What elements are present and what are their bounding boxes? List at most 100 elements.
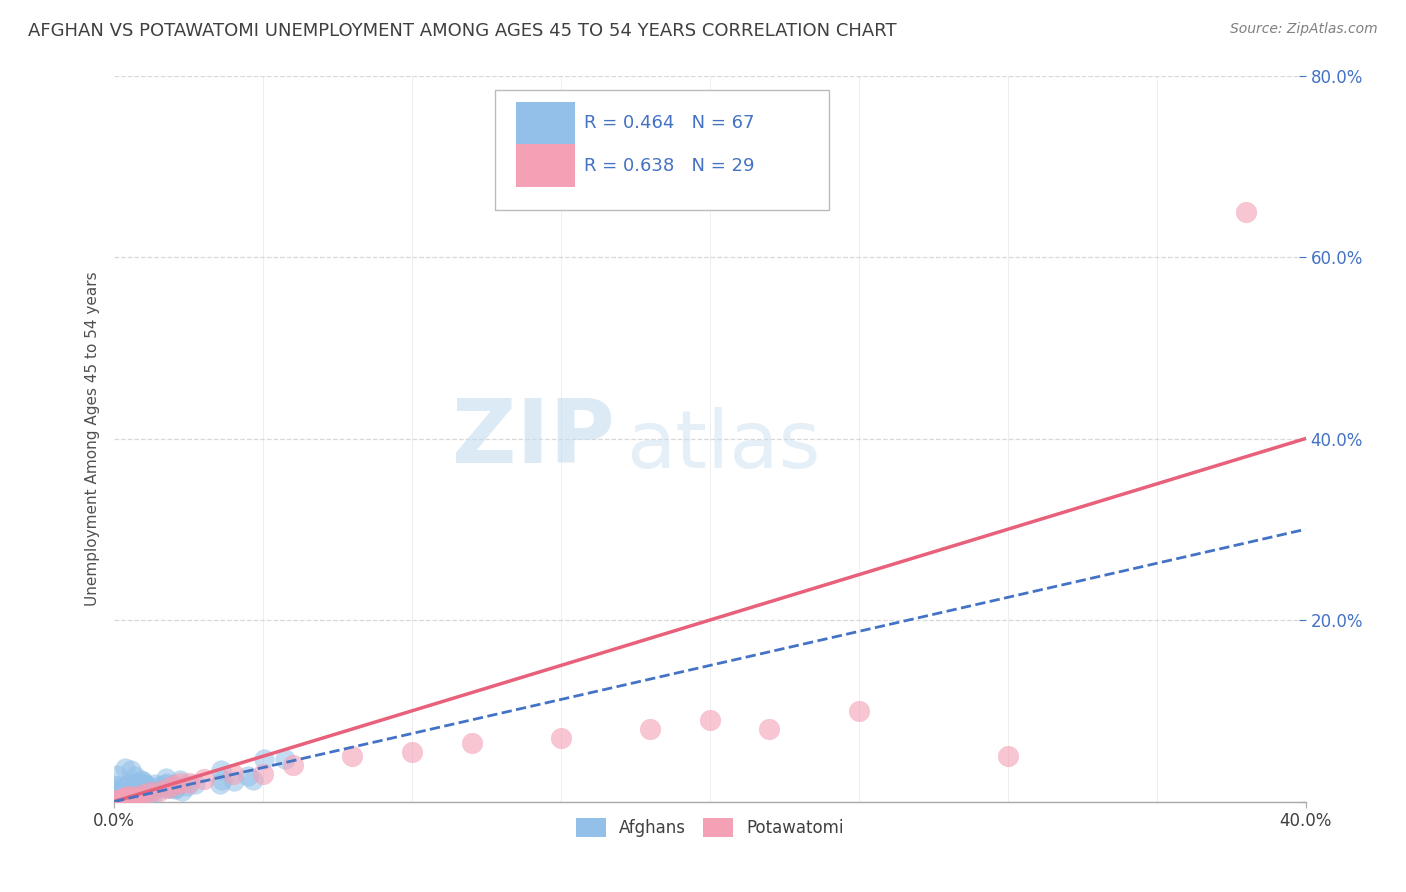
Point bbox=[222, 767, 245, 781]
Text: R = 0.638   N = 29: R = 0.638 N = 29 bbox=[583, 157, 754, 175]
Point bbox=[169, 776, 191, 790]
FancyBboxPatch shape bbox=[516, 103, 575, 145]
Point bbox=[124, 776, 146, 790]
Point bbox=[107, 794, 129, 808]
Point bbox=[118, 784, 141, 798]
Point bbox=[170, 784, 193, 798]
Point bbox=[131, 787, 153, 801]
Point bbox=[281, 758, 304, 772]
Point bbox=[129, 777, 152, 791]
Point bbox=[136, 781, 159, 796]
Point bbox=[153, 777, 176, 791]
Point bbox=[460, 735, 482, 749]
Point bbox=[184, 777, 207, 791]
Point bbox=[124, 791, 146, 805]
Point bbox=[242, 773, 264, 788]
Point bbox=[121, 790, 143, 805]
Point bbox=[141, 789, 163, 803]
Point bbox=[177, 776, 200, 790]
Point bbox=[699, 713, 721, 727]
Point bbox=[117, 777, 139, 791]
Point bbox=[136, 784, 159, 798]
Point bbox=[176, 779, 198, 793]
Point bbox=[143, 782, 166, 797]
FancyBboxPatch shape bbox=[495, 90, 830, 210]
Legend: Afghans, Potawatomi: Afghans, Potawatomi bbox=[569, 812, 851, 844]
Point bbox=[155, 772, 177, 786]
Point bbox=[110, 792, 132, 806]
Point bbox=[127, 788, 149, 802]
Text: R = 0.464   N = 67: R = 0.464 N = 67 bbox=[583, 114, 754, 132]
Point bbox=[134, 776, 156, 790]
Point bbox=[169, 772, 191, 787]
Point bbox=[105, 793, 128, 807]
Point bbox=[107, 785, 129, 799]
Point bbox=[124, 782, 146, 797]
Point bbox=[1234, 204, 1257, 219]
Point bbox=[128, 790, 150, 805]
Point bbox=[118, 789, 141, 804]
Point bbox=[112, 780, 135, 794]
Point bbox=[150, 780, 173, 794]
Point bbox=[148, 783, 170, 797]
Point bbox=[342, 749, 364, 764]
Point bbox=[107, 780, 129, 794]
Point bbox=[208, 777, 231, 791]
Point bbox=[152, 781, 174, 796]
Point bbox=[115, 790, 138, 805]
Point bbox=[122, 788, 145, 802]
Point bbox=[112, 788, 135, 802]
Point bbox=[236, 769, 259, 783]
Point bbox=[640, 722, 662, 736]
FancyBboxPatch shape bbox=[516, 145, 575, 186]
Point bbox=[120, 785, 142, 799]
Point bbox=[108, 792, 131, 806]
Point bbox=[127, 777, 149, 791]
Point bbox=[103, 778, 125, 792]
Point bbox=[550, 731, 572, 745]
Point bbox=[120, 764, 142, 778]
Point bbox=[124, 769, 146, 783]
Point bbox=[157, 781, 180, 796]
Point bbox=[132, 787, 155, 801]
Point bbox=[115, 789, 138, 803]
Point bbox=[160, 781, 183, 796]
Point bbox=[104, 791, 127, 805]
Y-axis label: Unemployment Among Ages 45 to 54 years: Unemployment Among Ages 45 to 54 years bbox=[86, 271, 100, 606]
Point bbox=[143, 776, 166, 790]
Point bbox=[848, 704, 870, 718]
Point bbox=[163, 781, 186, 796]
Text: atlas: atlas bbox=[627, 407, 821, 485]
Point bbox=[401, 745, 423, 759]
Point bbox=[138, 787, 160, 801]
Point bbox=[131, 789, 153, 803]
Point bbox=[112, 791, 135, 805]
Point bbox=[128, 785, 150, 799]
Point bbox=[252, 767, 274, 781]
Point bbox=[273, 752, 295, 766]
Point bbox=[138, 782, 160, 797]
Point bbox=[156, 780, 179, 795]
Point bbox=[165, 780, 187, 795]
Point bbox=[134, 784, 156, 798]
Point bbox=[114, 761, 136, 775]
Point bbox=[209, 763, 232, 777]
Point bbox=[115, 790, 138, 805]
Point bbox=[105, 768, 128, 782]
Point bbox=[105, 784, 128, 798]
Point bbox=[136, 784, 159, 798]
Point bbox=[156, 775, 179, 789]
Point bbox=[222, 774, 245, 789]
Point bbox=[129, 786, 152, 800]
Point bbox=[129, 772, 152, 787]
Text: Source: ZipAtlas.com: Source: ZipAtlas.com bbox=[1230, 22, 1378, 37]
Point bbox=[163, 778, 186, 792]
Point bbox=[160, 778, 183, 792]
Point bbox=[117, 784, 139, 798]
Point bbox=[758, 722, 780, 736]
Point bbox=[253, 751, 276, 765]
Point bbox=[124, 778, 146, 792]
Point bbox=[148, 779, 170, 793]
Point bbox=[132, 774, 155, 789]
Point bbox=[127, 789, 149, 804]
